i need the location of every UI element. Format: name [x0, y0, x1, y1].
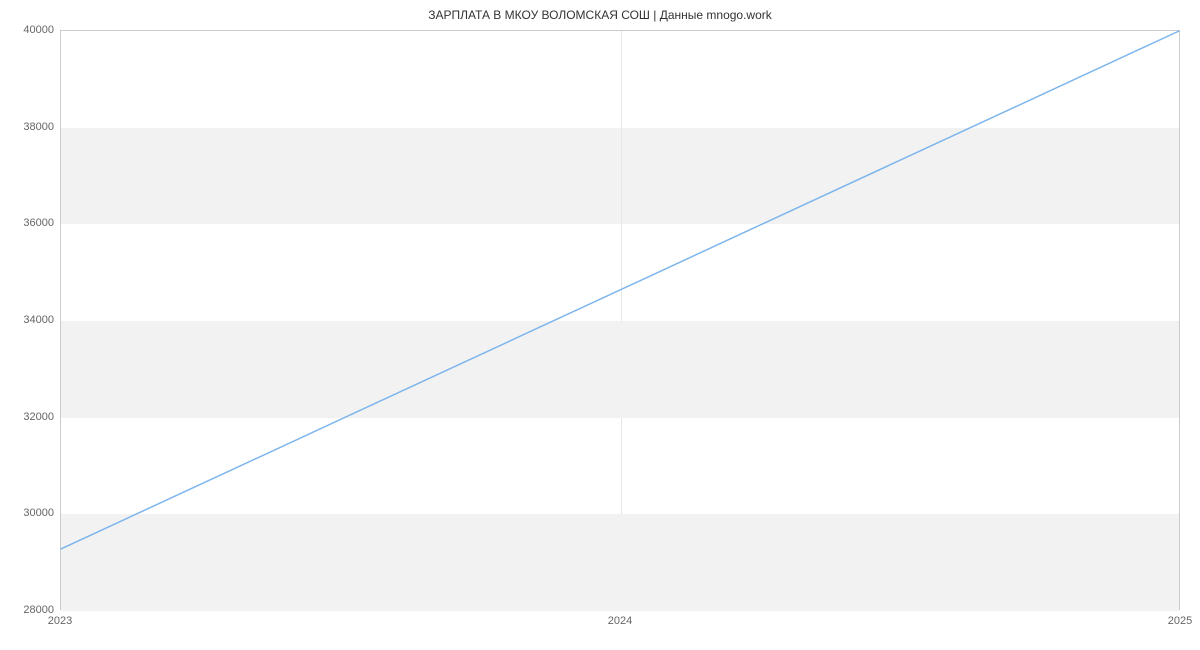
plot-area — [60, 30, 1180, 610]
x-tick-label: 2023 — [48, 615, 72, 627]
y-tick-label: 30000 — [23, 507, 54, 519]
y-tick-label: 36000 — [23, 217, 54, 229]
y-tick-label: 38000 — [23, 121, 54, 133]
chart-title: ЗАРПЛАТА В МКОУ ВОЛОМСКАЯ СОШ | Данные m… — [0, 8, 1200, 22]
y-tick-label: 32000 — [23, 411, 54, 423]
y-tick-label: 40000 — [23, 24, 54, 36]
x-tick-label: 2025 — [1168, 615, 1192, 627]
y-tick-label: 34000 — [23, 314, 54, 326]
y-tick-label: 28000 — [23, 604, 54, 616]
salary-line-chart: ЗАРПЛАТА В МКОУ ВОЛОМСКАЯ СОШ | Данные m… — [0, 0, 1200, 650]
line-series — [61, 31, 1179, 609]
x-tick-label: 2024 — [608, 615, 632, 627]
